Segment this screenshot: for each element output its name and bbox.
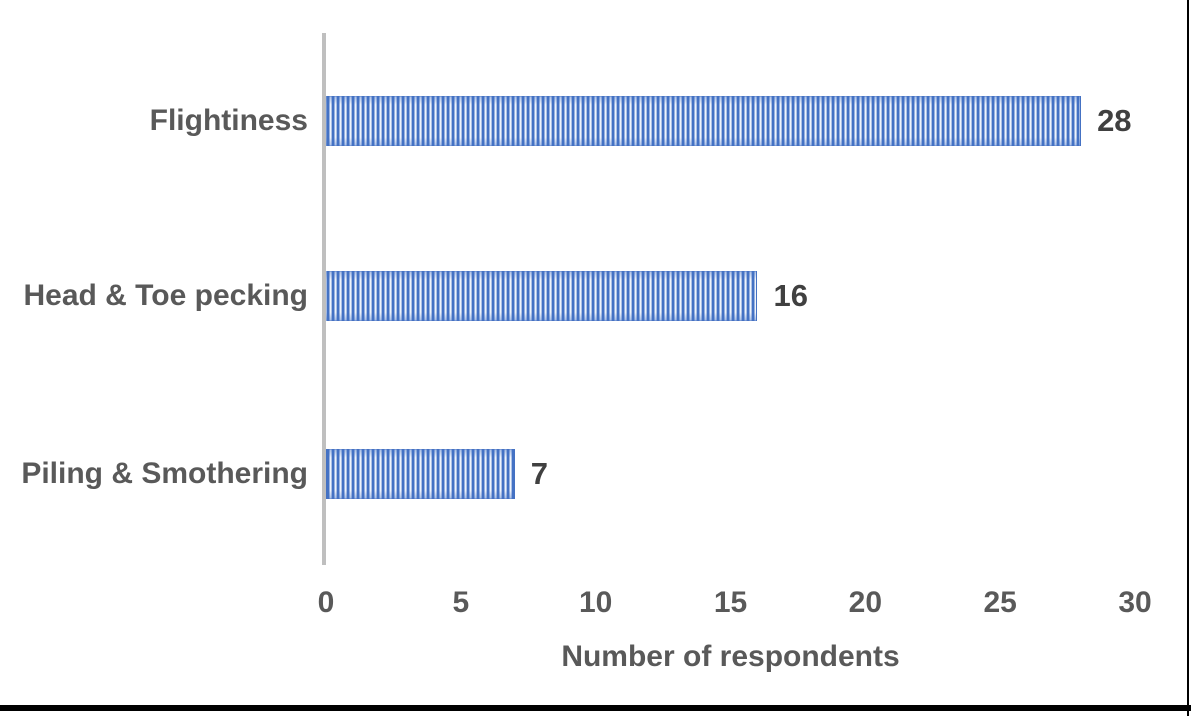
x-tick-label: 0 bbox=[317, 586, 335, 619]
bar bbox=[326, 449, 515, 499]
category-label: Flightiness bbox=[149, 104, 308, 137]
x-axis-title: Number of respondents bbox=[561, 640, 900, 673]
figure-bottom-border bbox=[0, 705, 1191, 711]
x-tick-label: 5 bbox=[452, 586, 470, 619]
x-tick-label: 25 bbox=[983, 586, 1017, 619]
x-tick-label: 15 bbox=[713, 586, 748, 619]
x-tick-label: 30 bbox=[1118, 586, 1152, 619]
x-tick-label: 10 bbox=[578, 586, 613, 619]
bar bbox=[326, 96, 1082, 146]
value-label: 28 bbox=[1097, 103, 1132, 138]
value-label: 7 bbox=[530, 456, 549, 491]
figure-right-border bbox=[1187, 0, 1189, 716]
y-axis-line bbox=[322, 33, 326, 565]
category-label: Piling & Smothering bbox=[21, 457, 308, 490]
bar bbox=[326, 271, 758, 321]
x-tick-label: 20 bbox=[848, 586, 883, 619]
category-label: Head & Toe pecking bbox=[23, 279, 308, 312]
value-label: 16 bbox=[773, 278, 808, 313]
